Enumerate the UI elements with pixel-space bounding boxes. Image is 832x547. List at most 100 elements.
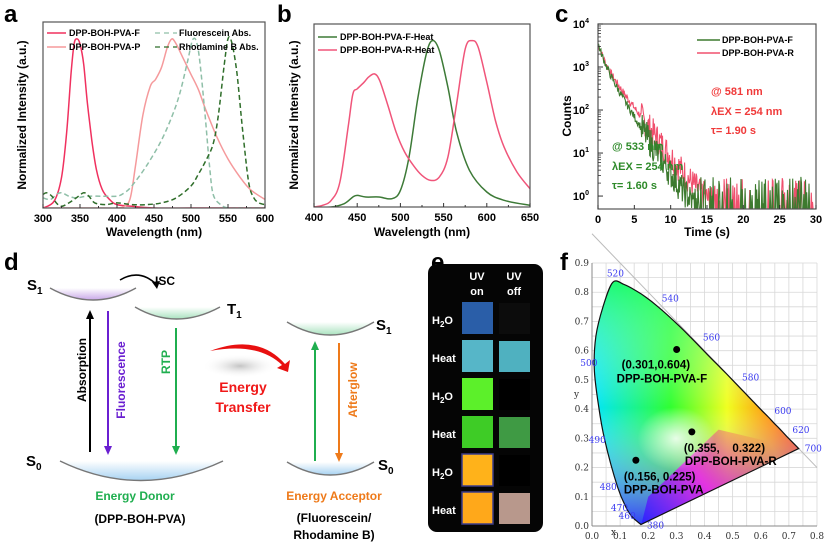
cie-points: (0.301,0.604) DPP-BOH-PVA-F (0.355, 0.322)… bbox=[617, 345, 777, 496]
wavelength-label-620: 620 bbox=[792, 426, 809, 436]
cie-y-tick-2: 0.2 bbox=[575, 464, 589, 474]
legend-label-c-0: DPP-BOH-PVA-F bbox=[722, 35, 793, 45]
panel-b-xlabel: Wavelength (nm) bbox=[374, 225, 470, 239]
cie-y-tick-0: 0.0 bbox=[575, 522, 590, 532]
x-tick-label-c-0: 0 bbox=[595, 214, 601, 226]
cie-point-1 bbox=[688, 428, 696, 436]
sample-uv-off-5 bbox=[499, 493, 530, 524]
panel-b: b 400 450 500 550 600 650 Wavelength (nm) Nor… bbox=[277, 1, 539, 239]
cie-x-tick-2: 0.2 bbox=[641, 532, 655, 542]
x-tick-label-a-2: 400 bbox=[108, 213, 126, 225]
column-header-0-line1: UV bbox=[469, 271, 485, 283]
cie-x-tick-6: 0.6 bbox=[754, 532, 769, 542]
panel-a-ylabel: Normalized Intensity (a.u.) bbox=[15, 40, 29, 189]
cie-ylabel: y bbox=[573, 390, 580, 400]
x-tick-label-c-1: 5 bbox=[631, 214, 637, 226]
x-tick-label-c-5: 25 bbox=[774, 214, 786, 226]
series-line-c-1 bbox=[598, 43, 816, 209]
cie-point-label-0: DPP-BOH-PVA-F bbox=[617, 373, 708, 385]
cie-point-coords-0: (0.301,0.604) bbox=[622, 359, 691, 371]
isc-arrow bbox=[119, 274, 158, 286]
rtp-label: RTP bbox=[159, 350, 173, 374]
x-tick-label-b-4: 600 bbox=[478, 212, 496, 224]
cie-x-tick-3: 0.3 bbox=[669, 532, 684, 542]
cie-point-label-1: DPP-BOH-PVA-R bbox=[685, 456, 777, 468]
cie-y-tick-7: 0.7 bbox=[575, 317, 590, 327]
panel-a-series bbox=[43, 36, 265, 208]
afterglow-label: Afterglow bbox=[346, 362, 360, 418]
series-line-b-1 bbox=[314, 39, 530, 207]
y-tick-label-c-4: 104 bbox=[573, 18, 589, 31]
cie-x-tick-4: 0.4 bbox=[697, 532, 712, 542]
isc-label: ISC bbox=[155, 274, 175, 288]
x-tick-label-b-5: 650 bbox=[521, 212, 539, 224]
x-tick-label-b-0: 400 bbox=[305, 212, 323, 224]
cie-xlabel: x bbox=[611, 528, 616, 538]
donor-title: Energy Donor bbox=[95, 489, 175, 503]
sample-uv-on-0 bbox=[462, 302, 493, 334]
panel-label-b: b bbox=[277, 1, 292, 28]
wavelength-label-700: 700 bbox=[805, 445, 822, 455]
y-tick-label-c-0: 100 bbox=[573, 190, 589, 203]
series-line-c-0 bbox=[598, 43, 816, 209]
x-tick-label-b-2: 500 bbox=[391, 212, 409, 224]
donor-s1-level bbox=[49, 287, 137, 301]
wavelength-label-540: 540 bbox=[662, 295, 679, 305]
legend-label-a-0: DPP-BOH-PVA-F bbox=[69, 28, 140, 38]
x-tick-label-c-4: 20 bbox=[737, 214, 749, 226]
isc-arrowhead-icon bbox=[152, 281, 160, 289]
row-label-5: Heat bbox=[432, 505, 456, 517]
cie-y-tick-3: 0.3 bbox=[575, 434, 590, 444]
panel-c-series bbox=[598, 43, 816, 209]
acceptor-title: Energy Acceptor bbox=[286, 489, 382, 503]
annotation-r-lifetime: τ= 1.90 s bbox=[711, 125, 756, 137]
absorption-label: Absorption bbox=[75, 338, 89, 402]
sample-uv-on-1 bbox=[462, 340, 493, 372]
acceptor-s0-label: S0 bbox=[378, 457, 394, 477]
column-header-1-line2: off bbox=[507, 286, 521, 298]
panel-c-ticks: 0 5 10 15 20 25 30 100 101 102 103 104 bbox=[573, 18, 822, 226]
series-line-a-2 bbox=[43, 37, 265, 208]
legend-label-b-1: DPP-BOH-PVA-R-Heat bbox=[340, 45, 434, 55]
cie-y-tick-1: 0.1 bbox=[575, 493, 589, 503]
wavelength-label-500: 500 bbox=[580, 359, 597, 369]
x-tick-label-a-6: 600 bbox=[256, 213, 274, 225]
cie-y-tick-9: 0.9 bbox=[575, 259, 590, 269]
absorption-arrowhead-icon bbox=[86, 310, 94, 319]
sample-uv-off-2 bbox=[499, 379, 530, 410]
wavelength-label-520: 520 bbox=[607, 269, 624, 279]
wavelength-label-470: 470 bbox=[611, 504, 628, 514]
energy-transfer-arrow-icon bbox=[210, 344, 290, 372]
sample-uv-on-4 bbox=[461, 453, 494, 487]
series-line-a-3 bbox=[43, 36, 265, 208]
donor-subtitle: (DPP-BOH-PVA) bbox=[94, 512, 185, 526]
x-tick-label-a-3: 450 bbox=[145, 213, 163, 225]
cie-point-coords-2: (0.156, 0.225) bbox=[624, 471, 696, 483]
acceptor-s1-label: S1 bbox=[376, 317, 392, 337]
panel-label-d: d bbox=[4, 249, 19, 276]
legend-label-a-2: Fluorescein Abs. bbox=[179, 28, 251, 38]
acceptor-excitation-arrowhead-icon bbox=[311, 341, 319, 350]
x-tick-label-c-6: 30 bbox=[810, 214, 822, 226]
x-tick-label-a-0: 300 bbox=[34, 213, 52, 225]
panel-a-xlabel: Wavelength (nm) bbox=[106, 225, 202, 239]
acceptor-s1-level bbox=[286, 321, 375, 336]
acceptor-subtitle-2: Rhodamine B) bbox=[293, 528, 374, 542]
annotation-f-lifetime: τ= 1.60 s bbox=[612, 180, 657, 192]
cie-x-tick-0: 0.0 bbox=[585, 532, 600, 542]
panel-a-x-ticks: 300 350 400 450 500 550 600 bbox=[34, 204, 274, 225]
panel-b-x-ticks: 400 450 500 550 600 650 bbox=[305, 203, 539, 224]
sample-uv-on-3 bbox=[462, 416, 493, 448]
x-tick-label-a-1: 350 bbox=[71, 213, 89, 225]
cie-point-label-2: DPP-BOH-PVA bbox=[624, 484, 704, 496]
series-line-a-0 bbox=[43, 38, 265, 208]
donor-s0-level bbox=[59, 460, 224, 482]
x-tick-label-a-5: 550 bbox=[219, 213, 237, 225]
panel-b-ylabel: Normalized Intensity (a.u.) bbox=[287, 40, 301, 189]
panel-c-ylabel: Counts bbox=[560, 95, 574, 137]
cie-point-0 bbox=[673, 345, 681, 353]
wavelength-label-480: 480 bbox=[600, 483, 617, 493]
row-label-1: Heat bbox=[432, 353, 456, 365]
transfer-shadow bbox=[202, 354, 278, 378]
donor-s1-label: S1 bbox=[27, 277, 43, 297]
